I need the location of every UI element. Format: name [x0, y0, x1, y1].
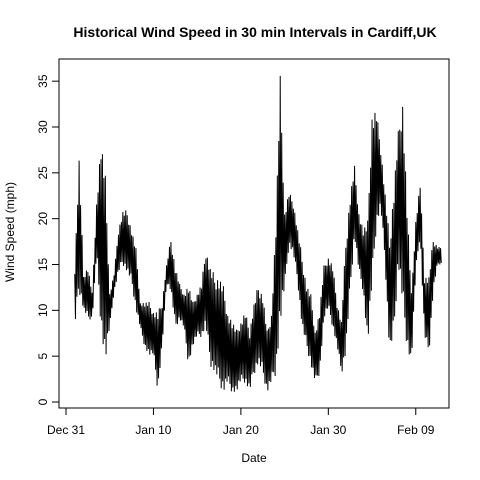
x-axis-label: Date: [241, 451, 267, 465]
x-tick-label: Jan 20: [223, 423, 259, 437]
x-tick-label: Dec 31: [47, 423, 85, 437]
y-tick-label: 20: [36, 212, 50, 226]
x-axis: Dec 31 Jan 10 Jan 20 Jan 30 Feb 09: [47, 407, 435, 437]
chart-title: Historical Wind Speed in 30 min Interval…: [73, 24, 436, 40]
plot-frame: [58, 58, 450, 409]
y-tick-label: 25: [36, 166, 50, 180]
y-axis: 0 5 10 15 20 25 30 35: [36, 74, 60, 405]
y-tick-label: 0: [36, 398, 50, 405]
y-tick-label: 35: [36, 74, 50, 88]
y-tick-label: 5: [36, 353, 50, 360]
y-tick-label: 15: [36, 258, 50, 272]
y-tick-label: 10: [36, 303, 50, 317]
series-layer: [74, 75, 442, 392]
y-axis-label: Wind Speed (mph): [3, 182, 17, 282]
wind-speed-series-line: [74, 75, 442, 392]
x-tick-label: Feb 09: [397, 423, 435, 437]
x-tick-label: Jan 10: [135, 423, 171, 437]
y-tick-label: 30: [36, 120, 50, 134]
x-tick-label: Jan 30: [310, 423, 346, 437]
